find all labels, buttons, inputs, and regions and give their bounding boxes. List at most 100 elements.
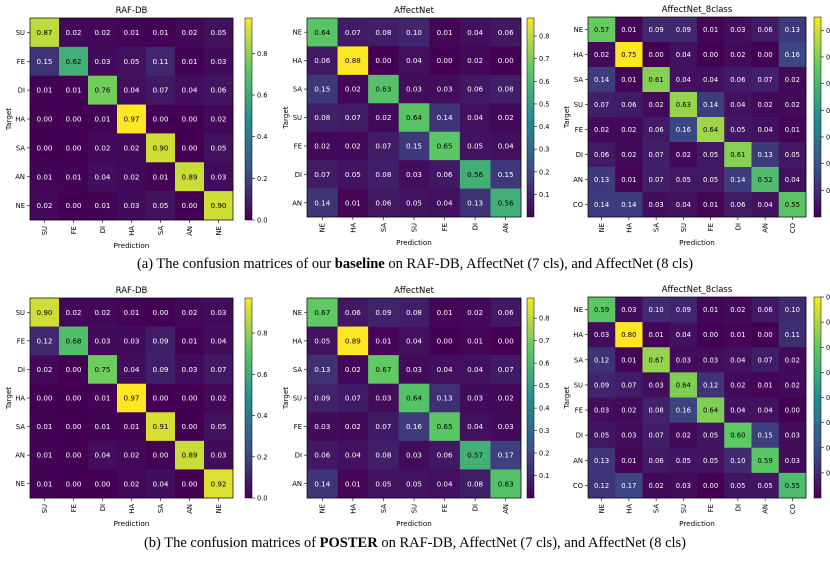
matrix-cell — [429, 469, 461, 499]
cell-value: 0.60 — [730, 432, 745, 440]
cell-value: 0.13 — [314, 365, 330, 374]
cell-value: 0.07 — [152, 86, 168, 95]
panel-title: AffectNet_8class — [662, 5, 733, 15]
heatmap-panel-baseline-0: RAF-DB 0.87 0.02 0.02 0.01 0.01 0.02 0.05 0.15 0.… — [4, 6, 268, 250]
cell-value: 0.05 — [676, 457, 691, 465]
cell-value: 0.00 — [758, 51, 773, 59]
cell-value: 0.01 — [621, 176, 636, 184]
matrix-cell — [751, 42, 780, 68]
cell-value: 0.02 — [649, 482, 664, 490]
cell-value: 0.02 — [36, 201, 52, 210]
cell-value: 0.03 — [730, 26, 745, 34]
cell-value: 0.65 — [437, 142, 453, 151]
cell-value: 0.13 — [758, 151, 773, 159]
cell-value: 0.05 — [594, 432, 609, 440]
x-tick-label: AN — [186, 226, 194, 236]
cell-value: 0.02 — [345, 422, 361, 431]
matrix-cell — [30, 469, 60, 499]
matrix-cell — [751, 397, 780, 423]
matrix-cell — [204, 412, 234, 442]
cell-value: 0.10 — [785, 306, 800, 314]
cell-value: 0.02 — [676, 432, 691, 440]
y-axis-label: Target — [4, 108, 13, 131]
cell-value: 0.00 — [65, 115, 81, 124]
matrix-cell — [615, 192, 643, 218]
cell-value: 0.07 — [649, 151, 664, 159]
matrix-cell — [59, 18, 89, 48]
cell-value: 0.03 — [437, 85, 453, 94]
matrix-cell — [697, 192, 725, 218]
cell-value: 0.00 — [181, 115, 197, 124]
matrix-cell — [307, 355, 338, 385]
matrix-cell — [459, 440, 491, 470]
x-tick-label: HA — [128, 226, 136, 236]
y-tick-label: HA — [292, 337, 302, 345]
matrix-cell — [615, 92, 643, 118]
cell-value: 0.17 — [621, 482, 636, 490]
matrix-cell — [398, 18, 430, 47]
cell-value: 0.75 — [621, 51, 636, 59]
cell-value: 0.02 — [498, 394, 514, 403]
matrix-cell — [204, 440, 234, 470]
matrix-cell — [146, 412, 176, 442]
cell-value: 0.01 — [375, 336, 391, 345]
matrix-cell — [642, 347, 671, 373]
matrix-cell — [642, 422, 671, 449]
matrix-cell — [307, 18, 338, 47]
y-tick-label: SA — [293, 86, 302, 94]
matrix-cell — [669, 297, 698, 323]
colorbar — [813, 296, 822, 499]
colorbar-tick-label: 0.0 — [257, 217, 268, 225]
x-axis-label: Prediction — [114, 241, 150, 250]
matrix-cell — [642, 17, 671, 43]
matrix-cell — [724, 142, 752, 168]
cell-value: 0.04 — [94, 451, 110, 460]
cell-value: 0.03 — [314, 422, 330, 431]
matrix-cell — [724, 397, 752, 423]
matrix-cell — [88, 191, 118, 221]
matrix-cell — [146, 104, 176, 134]
matrix-cell — [117, 162, 147, 192]
cell-value: 0.03 — [210, 451, 226, 460]
matrix-cell — [337, 440, 369, 470]
x-tick-label: FE — [70, 504, 78, 512]
cell-value: 0.03 — [594, 331, 609, 339]
cell-value: 0.01 — [94, 201, 110, 210]
matrix-cell — [398, 188, 430, 218]
matrix-cell — [429, 188, 461, 218]
matrix-cell — [724, 347, 752, 373]
matrix-cell — [117, 191, 147, 221]
matrix-cell — [146, 191, 176, 221]
matrix-cell — [697, 347, 725, 373]
matrix-cell — [778, 422, 807, 449]
matrix-cell — [642, 92, 671, 118]
cell-value: 0.67 — [314, 308, 330, 317]
cell-value: 0.03 — [621, 306, 636, 314]
matrix-cell — [59, 355, 89, 385]
matrix-cell — [59, 133, 89, 163]
matrix-cell — [175, 469, 205, 499]
x-tick-label: SA — [157, 504, 165, 513]
cell-value: 0.14 — [730, 176, 745, 184]
matrix-cell — [751, 347, 780, 373]
colorbar-tick-label: 0.6 — [826, 54, 830, 62]
matrix-cell — [368, 412, 400, 442]
matrix-cell — [337, 160, 369, 189]
cell-value: 0.02 — [375, 113, 391, 122]
cell-value: 0.01 — [36, 172, 52, 181]
matrix-cell — [588, 372, 616, 398]
y-axis-label: Target — [4, 387, 13, 410]
cell-value: 0.01 — [437, 28, 453, 37]
cell-value: 0.04 — [676, 201, 691, 209]
matrix-cell — [337, 326, 369, 356]
cell-value: 0.10 — [406, 28, 422, 37]
matrix-cell — [778, 17, 807, 43]
matrix-cell — [337, 103, 369, 133]
colorbar-tick-label: 0.2 — [257, 175, 268, 183]
caption-poster-bold: POSTER — [319, 535, 378, 551]
cell-value: 0.07 — [314, 170, 330, 179]
cell-value: 0.04 — [437, 365, 453, 374]
cell-value: 0.06 — [758, 306, 773, 314]
colorbar-tick-label: 0.5 — [826, 80, 830, 88]
cell-value: 0.04 — [123, 365, 139, 374]
